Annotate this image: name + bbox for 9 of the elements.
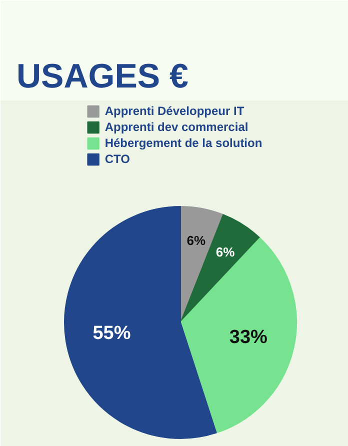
data-label: 6%	[216, 244, 236, 260]
data-label: 55%	[92, 322, 131, 344]
legend-label: Hébergement de la solution	[104, 136, 262, 150]
legend-label: CTO	[104, 152, 130, 166]
chart-title: USAGES €	[16, 58, 189, 96]
legend-label: Apprenti dev commercial	[104, 120, 248, 134]
data-label: 33%	[229, 327, 268, 348]
legend-label: Apprenti Développeur IT	[104, 104, 244, 118]
data-label: 6%	[186, 232, 206, 248]
